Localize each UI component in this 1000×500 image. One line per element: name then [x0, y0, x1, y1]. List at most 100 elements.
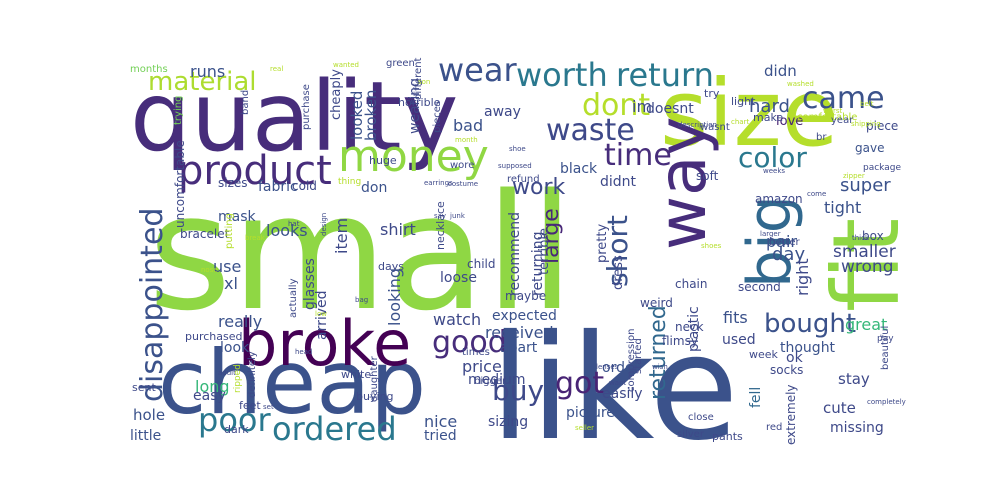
word-way: way: [644, 117, 721, 250]
word-cold: cold: [292, 179, 317, 193]
word-br: br: [816, 132, 827, 143]
word-super: super: [840, 175, 891, 196]
word-fit: fit: [813, 218, 920, 312]
word-try: try: [704, 87, 720, 100]
word-used: used: [722, 332, 756, 348]
word-extremely: extremely: [784, 384, 798, 445]
word-pay: pay: [877, 334, 894, 344]
word-month: month: [455, 136, 478, 144]
word-weeks: weeks: [763, 167, 785, 175]
word-bag: bag: [355, 296, 368, 304]
word-day: day: [772, 244, 805, 265]
word-wrong: wrong: [841, 257, 894, 277]
word-returned: returned: [646, 305, 671, 400]
word-belt: belt: [860, 100, 874, 108]
word-trying: trying: [173, 96, 184, 125]
word-green: green: [386, 58, 415, 69]
word-easy: easy: [193, 388, 226, 404]
word-box: box: [862, 229, 884, 243]
word-necklace: necklace: [434, 201, 447, 250]
word-time: time: [604, 138, 672, 173]
word-xl: xl: [224, 274, 238, 293]
word-work: work: [512, 175, 565, 200]
word-say: say: [434, 212, 446, 220]
word-bracelet: bracelet: [180, 227, 230, 241]
word-sizing: sizing: [488, 414, 528, 430]
word-use: use: [213, 257, 241, 276]
word-great: great: [845, 315, 887, 334]
word-close: close: [688, 412, 714, 423]
word-look: look: [220, 340, 250, 356]
word-got: got: [555, 366, 604, 401]
word-pretty: pretty: [595, 223, 610, 263]
word-large: large: [539, 208, 564, 264]
word-adult: adult: [218, 369, 236, 377]
word-didn: didn: [764, 62, 797, 80]
word-soft: soft: [696, 169, 719, 183]
word-little: little: [130, 428, 161, 444]
word-light: light: [731, 95, 756, 108]
word-short: short: [601, 215, 634, 287]
word-piece: piece: [866, 119, 898, 133]
word-started: started: [633, 338, 644, 374]
word-nose: nose: [201, 266, 218, 274]
word-buying: buying: [356, 390, 393, 403]
word-description: description: [678, 121, 717, 129]
word-ordered: ordered: [272, 410, 397, 448]
word-like: like: [490, 304, 739, 473]
word-bought: bought: [764, 309, 856, 339]
word-purchased: purchased: [185, 330, 242, 343]
word-socks: socks: [770, 363, 803, 377]
word-color: color: [738, 141, 807, 174]
word-package: package: [863, 163, 901, 173]
word-expected: expected: [492, 308, 557, 324]
word-don: don: [361, 180, 387, 196]
word-break: break: [245, 234, 266, 242]
word-feet: feet: [239, 399, 261, 412]
word-daughter: daughter: [369, 355, 380, 402]
word-received: received: [485, 323, 554, 342]
word-chart: chart: [731, 118, 749, 126]
word-wear: wear: [438, 51, 517, 89]
word-order: order: [602, 360, 640, 376]
word-child: child: [467, 257, 496, 271]
word-pants: pants: [712, 430, 743, 443]
word-week: week: [749, 348, 779, 361]
word-terrible: terrible: [537, 228, 552, 275]
word-medium: medium: [468, 372, 526, 388]
word-shipping: shipping: [851, 120, 881, 128]
word-shoes: shoes: [701, 242, 722, 250]
word-maybe: maybe: [505, 289, 546, 303]
word-refund: refund: [507, 174, 540, 185]
word-different: different: [413, 57, 424, 100]
word-missing: missing: [830, 420, 884, 436]
word-horrible: horrible: [398, 96, 441, 109]
word-larger: larger: [760, 230, 781, 238]
word-product: product: [178, 148, 332, 194]
word-purchase: purchase: [301, 84, 312, 130]
word-glasses: glasses: [302, 258, 318, 310]
word-arrived: arrived: [314, 290, 330, 340]
word-doesnt: doesnt: [646, 101, 694, 117]
word-long: long: [195, 377, 230, 396]
word-thick: thick: [852, 234, 870, 242]
word-hole: hole: [133, 406, 165, 424]
word-poor: poor: [198, 401, 271, 439]
word-chain: chain: [675, 277, 708, 291]
word-days: days: [378, 260, 404, 273]
word-white: white: [341, 368, 371, 381]
word-hat: hat: [288, 220, 300, 228]
word-fits: fits: [723, 308, 748, 327]
word-didnt: didnt: [600, 174, 637, 190]
word-returning: returning: [530, 232, 546, 296]
word-dont: dont: [582, 88, 650, 123]
word-thing: thing: [338, 177, 361, 187]
word-uncomfortable: uncomfortable: [173, 140, 187, 228]
word-amazon: amazon: [755, 192, 803, 206]
word-cheaply: cheaply: [329, 69, 344, 120]
word-disappointed: disappointed: [135, 208, 170, 402]
word-seller: seller: [575, 424, 594, 432]
word-band: band: [240, 90, 251, 115]
word-zipper: zipper: [843, 172, 865, 180]
